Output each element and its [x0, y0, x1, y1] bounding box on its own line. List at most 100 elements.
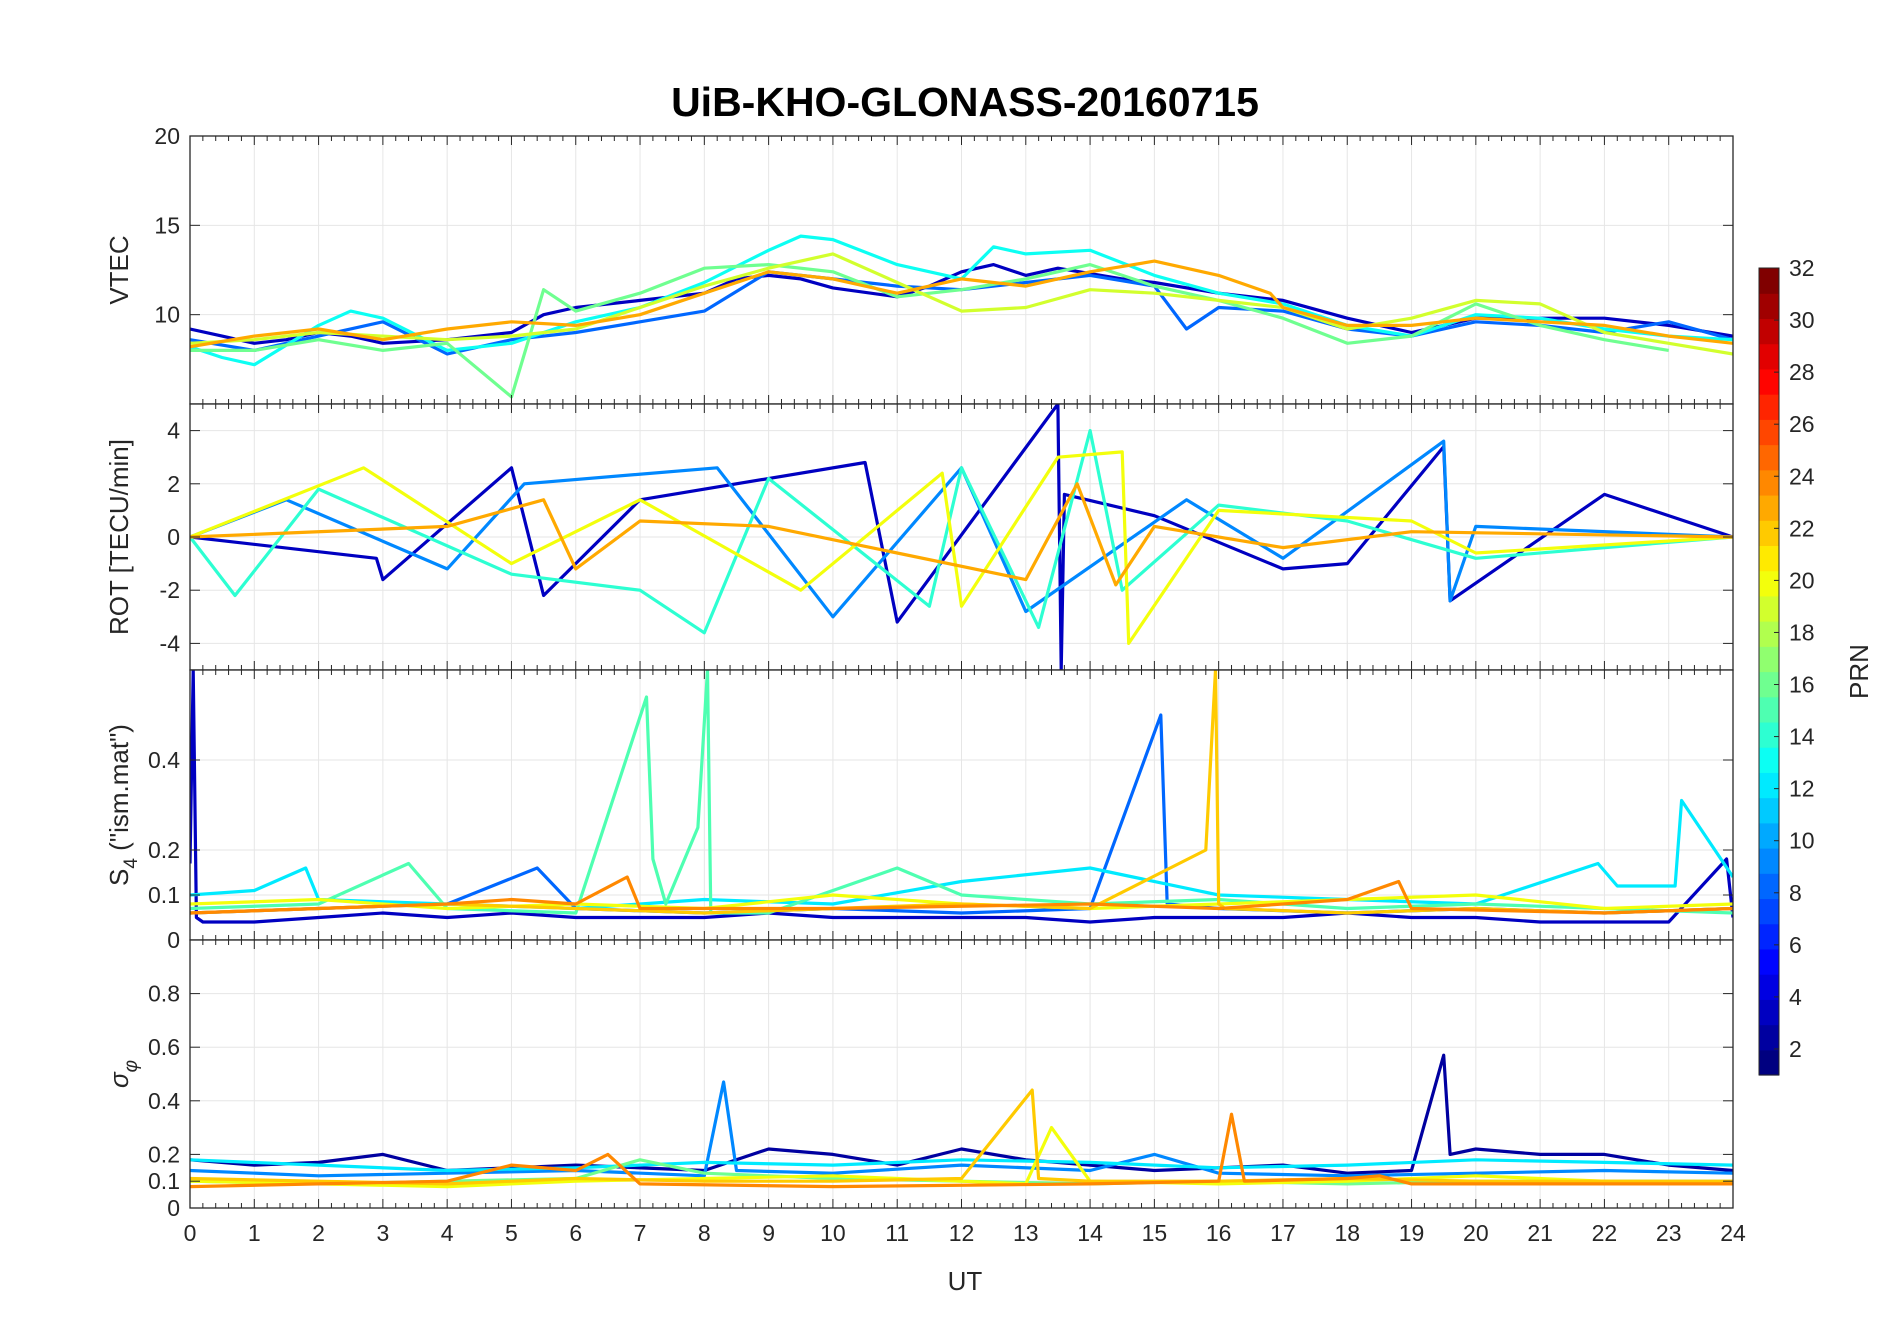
- x-tick-label: 12: [949, 1220, 975, 1246]
- series-line-prn-13: [190, 234, 1733, 367]
- series-line-prn-24: [190, 1112, 1733, 1189]
- colorbar-tick-label: 20: [1789, 567, 1815, 593]
- colorbar-segment: [1759, 293, 1779, 320]
- panel-sigma_phi: 00.10.2 0.4 0.6 0.8 σφ: [104, 939, 1734, 1221]
- y-tick-label: 20: [154, 123, 180, 149]
- y-axis-label-vtec: VTEC: [104, 235, 134, 304]
- colorbar-tick-label: 30: [1789, 307, 1815, 333]
- colorbar-tick-label: 18: [1789, 619, 1815, 645]
- colorbar-segment: [1759, 873, 1779, 900]
- y-tick-label: 4: [167, 418, 180, 444]
- series-line-prn-19: [190, 252, 1733, 356]
- colorbar-segment: [1759, 343, 1779, 370]
- x-tick-label: 0: [184, 1220, 197, 1246]
- colorbar-segment: [1759, 545, 1779, 572]
- colorbar-tick-label: 14: [1789, 724, 1815, 750]
- y-tick-label: -4: [160, 630, 181, 656]
- y-tick-label: 0: [167, 927, 180, 953]
- colorbar-segment: [1759, 419, 1779, 446]
- panel-vtec-series: [190, 234, 1733, 399]
- x-tick-label: 14: [1077, 1220, 1103, 1246]
- y-tick-label: 0.1: [148, 882, 180, 908]
- y-tick-label: 0.1: [148, 1168, 180, 1194]
- colorbar-segment: [1759, 394, 1779, 420]
- series-line-prn-12: [190, 798, 1733, 911]
- series-line-prn-24: [190, 875, 1733, 915]
- colorbar-tick-label: 8: [1789, 880, 1802, 906]
- colorbar-segment: [1759, 923, 1779, 950]
- colorbar-tick-label: 2: [1789, 1036, 1802, 1062]
- x-tick-label: 9: [762, 1220, 775, 1246]
- y-axis-label-rot: ROT [TECU/min]: [104, 439, 134, 635]
- x-tick-label: 19: [1399, 1220, 1425, 1246]
- colorbar-segment: [1759, 268, 1779, 294]
- colorbar-segment: [1759, 848, 1779, 874]
- colorbar-tick-label: 16: [1789, 672, 1815, 698]
- y-tick-label: 0.2: [148, 1141, 180, 1167]
- colorbar-tick-label: 32: [1789, 255, 1815, 281]
- x-tick-label: 7: [634, 1220, 647, 1246]
- x-tick-label: 22: [1592, 1220, 1618, 1246]
- colorbar-segment: [1759, 494, 1779, 521]
- y-axis-label-s4: S4 ("ism.mat"): [104, 724, 142, 886]
- x-tick-label: 15: [1142, 1220, 1168, 1246]
- series-line-prn-23: [190, 482, 1733, 587]
- colorbar-segment: [1759, 318, 1779, 345]
- x-tick-label: 11: [885, 1220, 909, 1246]
- colorbar-segment: [1759, 974, 1779, 1000]
- colorbar-segment: [1759, 822, 1779, 849]
- colorbar-tick-label: 22: [1789, 515, 1815, 541]
- colorbar-tick-label: 24: [1789, 463, 1815, 489]
- colorbar-tick-label: 28: [1789, 359, 1815, 385]
- x-tick-label: 8: [698, 1220, 711, 1246]
- colorbar-segment: [1759, 368, 1779, 395]
- chart-title: UiB-KHO-GLONASS-20160715: [671, 79, 1259, 125]
- x-tick-label: 18: [1334, 1220, 1360, 1246]
- colorbar-segment: [1759, 570, 1779, 597]
- series-line-prn-22: [190, 670, 1733, 915]
- x-tick-label: 2: [312, 1220, 325, 1246]
- colorbar-segment: [1759, 772, 1779, 799]
- colorbar-segment: [1759, 621, 1779, 647]
- y-tick-label: -2: [160, 577, 180, 603]
- panel-rot: -4 -2 0 2 4 ROT [TECU/min]: [104, 403, 1734, 671]
- colorbar-segment: [1759, 747, 1779, 773]
- x-tick-label: 17: [1270, 1220, 1296, 1246]
- y-tick-label: 15: [154, 212, 180, 238]
- x-tick-label: 13: [1013, 1220, 1039, 1246]
- series-line-prn-22: [190, 1088, 1733, 1186]
- colorbar-segment: [1759, 646, 1779, 673]
- series-line-prn-3: [190, 263, 1733, 345]
- colorbar-tick-label: 6: [1789, 932, 1802, 958]
- panel-sigma_phi-series: [190, 1053, 1733, 1189]
- x-tick-label: 24: [1720, 1220, 1746, 1246]
- colorbar-tick-label: 12: [1789, 776, 1815, 802]
- colorbar-segment: [1759, 696, 1779, 723]
- colorbar-segment: [1759, 444, 1779, 471]
- x-tick-label: 1: [248, 1220, 261, 1246]
- series-line-prn-3: [190, 670, 1733, 924]
- y-tick-label: 0.4: [148, 1088, 180, 1114]
- x-tick-label: 16: [1206, 1220, 1232, 1246]
- y-tick-label: 10: [154, 302, 180, 328]
- y-tick-label: 2: [167, 471, 180, 497]
- x-tick-label: 10: [820, 1220, 846, 1246]
- colorbar-segment: [1759, 999, 1779, 1026]
- panel-vtec: 10 15 20 VTEC: [104, 123, 1734, 405]
- colorbar-segment: [1759, 948, 1779, 975]
- panel-rot-series: [190, 404, 1733, 670]
- series-line-prn-23: [190, 259, 1733, 349]
- colorbar-segment: [1759, 898, 1779, 925]
- y-tick-label: 0.6: [148, 1034, 180, 1060]
- x-tick-label: 20: [1463, 1220, 1489, 1246]
- x-tick-label: 21: [1527, 1220, 1553, 1246]
- y-tick-label: 0.2: [148, 837, 180, 863]
- series-line-prn-9: [190, 1080, 1733, 1178]
- colorbar-segment: [1759, 595, 1779, 622]
- colorbar-tick-label: 26: [1789, 411, 1815, 437]
- y-tick-label: 0: [167, 524, 180, 550]
- y-tick-label: 0.8: [148, 981, 180, 1007]
- x-axis-label: UT: [948, 1266, 983, 1296]
- colorbar-segment: [1759, 671, 1779, 698]
